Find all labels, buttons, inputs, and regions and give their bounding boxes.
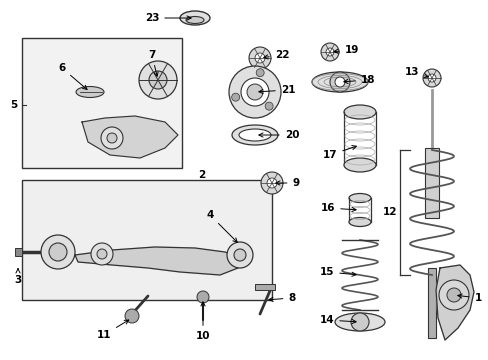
Circle shape	[149, 71, 167, 89]
Text: 2: 2	[198, 170, 205, 180]
Circle shape	[256, 69, 264, 77]
Circle shape	[226, 242, 252, 268]
Bar	[22, 38, 182, 168]
Circle shape	[254, 53, 264, 63]
Text: 20: 20	[258, 130, 299, 140]
Ellipse shape	[76, 86, 104, 98]
Circle shape	[231, 93, 239, 101]
Circle shape	[139, 61, 177, 99]
Circle shape	[107, 133, 117, 143]
Ellipse shape	[348, 217, 370, 226]
Ellipse shape	[348, 194, 370, 202]
Text: 16: 16	[320, 203, 355, 213]
Circle shape	[264, 102, 273, 110]
Circle shape	[446, 288, 460, 302]
Text: 12: 12	[382, 207, 396, 217]
Text: 4: 4	[206, 210, 237, 242]
Text: 1: 1	[457, 293, 481, 303]
Ellipse shape	[334, 313, 384, 331]
Circle shape	[91, 243, 113, 265]
Bar	[15, 248, 22, 256]
Text: 9: 9	[275, 178, 299, 188]
Circle shape	[329, 72, 349, 92]
Circle shape	[266, 178, 276, 188]
Text: 6: 6	[58, 63, 87, 90]
Circle shape	[97, 249, 107, 259]
Text: 23: 23	[144, 13, 191, 23]
Bar	[427, 268, 435, 338]
Circle shape	[325, 48, 333, 56]
Polygon shape	[435, 265, 473, 340]
Circle shape	[248, 47, 270, 69]
Circle shape	[334, 77, 345, 87]
Ellipse shape	[231, 125, 278, 145]
Circle shape	[228, 66, 281, 118]
Circle shape	[350, 313, 368, 331]
Circle shape	[261, 172, 283, 194]
Polygon shape	[75, 247, 242, 275]
Circle shape	[320, 43, 338, 61]
Text: 11: 11	[97, 320, 128, 340]
Polygon shape	[82, 116, 178, 158]
Circle shape	[41, 235, 75, 269]
Circle shape	[125, 309, 139, 323]
Circle shape	[241, 78, 268, 106]
Text: 14: 14	[319, 315, 355, 325]
Text: 5: 5	[10, 100, 18, 110]
Text: 21: 21	[258, 85, 295, 95]
Circle shape	[427, 74, 435, 82]
Circle shape	[101, 127, 123, 149]
Text: 8: 8	[268, 293, 295, 303]
Text: 7: 7	[148, 50, 158, 76]
Ellipse shape	[239, 129, 270, 141]
Text: 19: 19	[333, 45, 359, 55]
Text: 10: 10	[195, 302, 210, 341]
Circle shape	[197, 291, 208, 303]
Text: 17: 17	[322, 145, 356, 160]
Circle shape	[438, 280, 468, 310]
Text: 15: 15	[319, 267, 355, 277]
Ellipse shape	[180, 11, 209, 25]
Circle shape	[234, 249, 245, 261]
Circle shape	[246, 84, 263, 100]
Circle shape	[49, 243, 67, 261]
Text: 13: 13	[404, 67, 427, 78]
Bar	[424, 148, 438, 218]
Text: 3: 3	[14, 269, 21, 285]
Ellipse shape	[343, 158, 375, 172]
Bar	[254, 284, 274, 290]
Circle shape	[422, 69, 440, 87]
Ellipse shape	[311, 72, 367, 92]
Text: 18: 18	[343, 75, 374, 85]
Bar	[22, 180, 271, 300]
Ellipse shape	[185, 17, 203, 23]
Text: 22: 22	[264, 50, 289, 60]
Ellipse shape	[343, 105, 375, 119]
